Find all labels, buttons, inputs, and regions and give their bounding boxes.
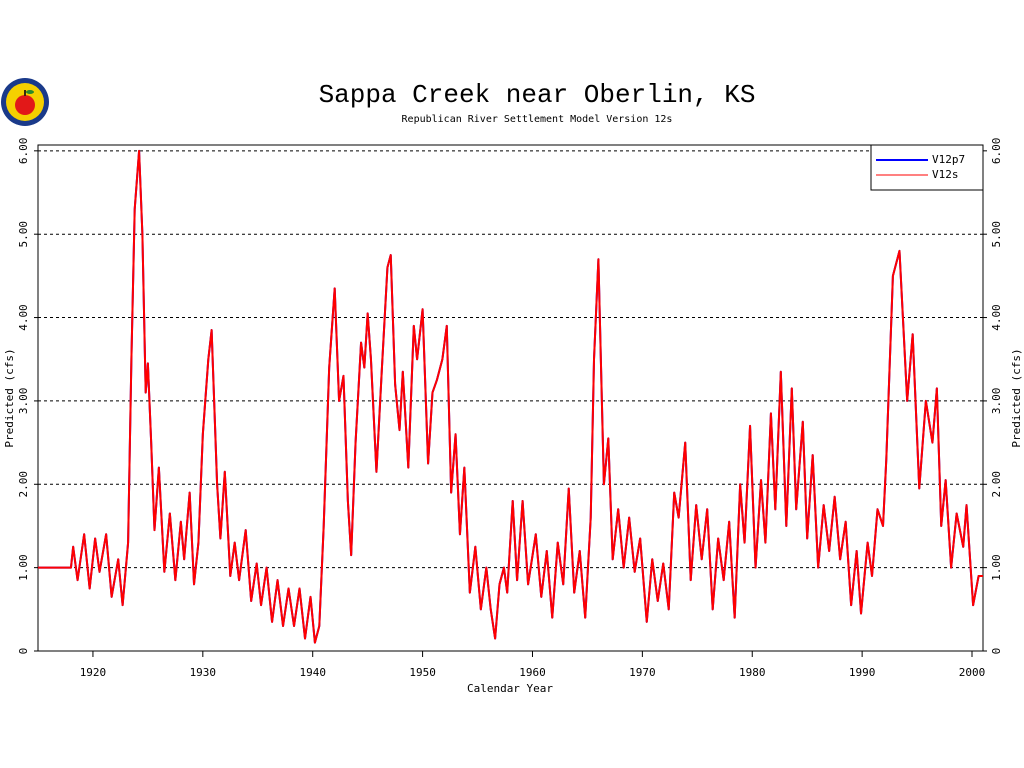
y-tick-label: 1.00: [17, 554, 30, 581]
y2-tick-label: 6.00: [990, 138, 1003, 165]
y2-axis-label: Predicted (cfs): [1010, 348, 1023, 447]
line-series: [38, 149, 983, 644]
x-tick-label: 1950: [409, 666, 436, 679]
x-tick-label: 1940: [299, 666, 326, 679]
x-tick-label: 1960: [519, 666, 546, 679]
y2-tick-label: 5.00: [990, 221, 1003, 248]
y-tick-label: 0: [17, 648, 30, 655]
y-tick-label: 6.00: [17, 138, 30, 165]
y2-tick-label: 3.00: [990, 388, 1003, 415]
y2-tick-label: 0: [990, 648, 1003, 655]
legend-box: [870, 144, 984, 191]
y-axis-label: Predicted (cfs): [3, 348, 16, 447]
chart-subtitle: Republican River Settlement Model Versio…: [402, 114, 673, 125]
x-tick-label: 1970: [629, 666, 656, 679]
x-axis-label: Calendar Year: [467, 682, 553, 695]
y-tick-label: 5.00: [17, 221, 30, 248]
x-tick-label: 1920: [80, 666, 107, 679]
y-tick-label: 2.00: [17, 471, 30, 498]
line-series: [38, 149, 983, 644]
chart-title: Sappa Creek near Oberlin, KS: [319, 80, 756, 110]
x-tick-label: 1980: [739, 666, 766, 679]
y2-tick-label: 1.00: [990, 554, 1003, 581]
legend-label: V12s: [932, 168, 959, 181]
x-tick-label: 2000: [959, 666, 986, 679]
legend-label: V12p7: [932, 153, 965, 166]
x-tick-label: 1990: [849, 666, 876, 679]
y-tick-label: 4.00: [17, 304, 30, 331]
logo: [1, 78, 49, 126]
plot-frame: [37, 144, 984, 652]
x-tick-label: 1930: [190, 666, 217, 679]
y-tick-label: 3.00: [17, 388, 30, 415]
y2-tick-label: 4.00: [990, 304, 1003, 331]
y2-tick-label: 2.00: [990, 471, 1003, 498]
